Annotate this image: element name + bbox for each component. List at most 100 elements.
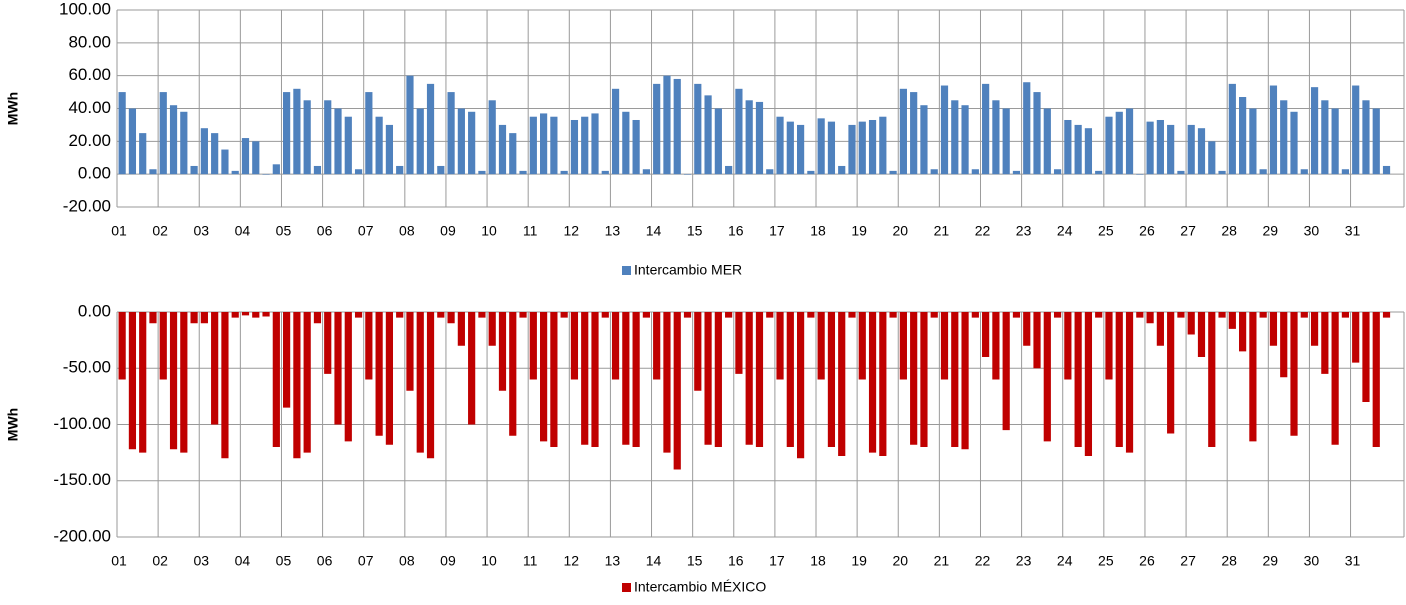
x-tick-label: 06 xyxy=(317,553,333,569)
bar xyxy=(478,312,486,318)
bar xyxy=(1352,312,1360,363)
bar xyxy=(642,312,650,318)
bar xyxy=(1372,312,1380,447)
bar xyxy=(776,312,784,380)
bar xyxy=(457,312,465,346)
bar xyxy=(591,113,599,175)
bar xyxy=(961,105,969,175)
bar xyxy=(139,133,147,175)
bar xyxy=(1208,312,1216,447)
bar xyxy=(498,312,507,391)
x-tick-label: 12 xyxy=(564,223,580,239)
bar xyxy=(406,312,414,391)
bar xyxy=(128,108,137,175)
x-tick-label: 01 xyxy=(111,553,127,569)
x-tick-label: 18 xyxy=(810,223,826,239)
y-tick-label: 60.00 xyxy=(68,65,111,84)
x-tick-label: 19 xyxy=(851,553,867,569)
bar xyxy=(560,312,568,318)
x-tick-label: 18 xyxy=(810,553,826,569)
bar xyxy=(570,312,579,380)
bar xyxy=(848,312,856,318)
bar xyxy=(951,312,959,447)
bar xyxy=(252,141,260,175)
bar xyxy=(519,170,527,175)
x-tick-label: 28 xyxy=(1221,553,1237,569)
bar xyxy=(745,100,753,175)
bar xyxy=(838,165,846,175)
bar xyxy=(1095,312,1103,318)
y-tick-label: 80.00 xyxy=(68,32,111,51)
bar xyxy=(118,312,126,380)
bar xyxy=(622,312,630,445)
bar xyxy=(1074,124,1082,175)
bar xyxy=(252,312,260,318)
bar xyxy=(1105,312,1113,380)
bar xyxy=(1002,312,1010,431)
bar xyxy=(272,164,280,175)
bar xyxy=(1362,100,1370,175)
bar xyxy=(447,312,455,324)
bar xyxy=(694,83,702,175)
x-tick-label: 25 xyxy=(1098,553,1114,569)
x-tick-label: 17 xyxy=(769,553,785,569)
bar xyxy=(601,170,609,175)
bar xyxy=(272,312,280,447)
bar xyxy=(1125,312,1134,453)
bar xyxy=(437,165,445,175)
bar xyxy=(827,312,836,447)
bar xyxy=(1218,312,1226,318)
bar xyxy=(262,312,270,317)
bar xyxy=(1300,169,1308,175)
x-tick-label: 03 xyxy=(193,223,209,239)
x-tick-label: 14 xyxy=(646,553,662,569)
bar xyxy=(591,312,599,447)
bar xyxy=(848,124,856,175)
bar xyxy=(1053,312,1062,318)
bar xyxy=(1331,108,1339,175)
bar xyxy=(180,312,188,453)
bar xyxy=(283,312,291,408)
x-tick-label: 09 xyxy=(440,553,456,569)
bar xyxy=(632,312,640,447)
bar xyxy=(262,174,270,175)
x-tick-label: 07 xyxy=(358,553,374,569)
x-tick-label: 04 xyxy=(235,553,251,569)
bar xyxy=(858,121,866,175)
bar xyxy=(344,116,352,175)
bar xyxy=(550,116,558,175)
x-tick-label: 04 xyxy=(235,223,251,239)
bar xyxy=(1084,128,1093,175)
bar xyxy=(910,92,918,175)
bar xyxy=(1023,312,1031,346)
bar xyxy=(817,118,825,175)
bar xyxy=(663,312,671,453)
bar xyxy=(1115,111,1123,175)
bar xyxy=(858,312,866,380)
x-tick-label: 01 xyxy=(111,223,127,239)
bar xyxy=(1269,85,1278,175)
bar xyxy=(478,170,486,175)
bar xyxy=(1167,312,1175,434)
x-tick-label: 02 xyxy=(152,553,168,569)
bar xyxy=(550,312,558,447)
bar xyxy=(735,312,743,374)
bar xyxy=(1228,83,1236,175)
x-tick-label: 11 xyxy=(523,223,538,239)
bar xyxy=(303,312,311,453)
bar xyxy=(488,100,496,175)
bar xyxy=(581,312,589,445)
bar xyxy=(1033,92,1041,175)
bar xyxy=(1064,312,1072,380)
bar xyxy=(447,92,455,175)
x-tick-label: 22 xyxy=(975,223,991,239)
bar xyxy=(1372,108,1380,175)
bar xyxy=(653,312,661,380)
bar xyxy=(694,312,702,391)
bar xyxy=(796,124,805,175)
x-tick-label: 30 xyxy=(1304,223,1320,239)
bar xyxy=(1239,97,1247,175)
bar xyxy=(221,312,229,459)
bar xyxy=(1177,312,1185,318)
bar xyxy=(1362,312,1370,402)
